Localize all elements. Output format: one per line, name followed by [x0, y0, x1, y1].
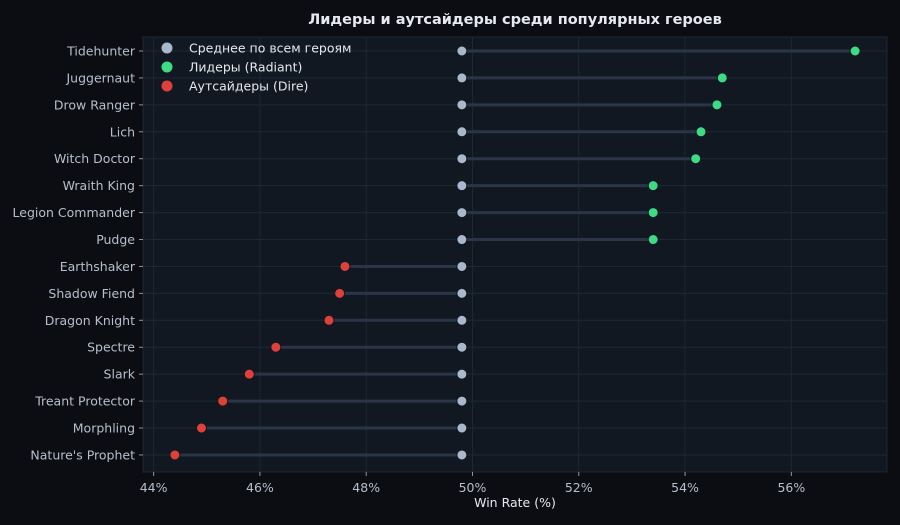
y-tick-label: Lich	[110, 124, 135, 139]
x-tick-label: 48%	[352, 480, 380, 495]
radiant-point	[690, 153, 702, 165]
x-tick-label: 52%	[565, 480, 593, 495]
x-tick-label: 56%	[777, 480, 805, 495]
y-tick-label: Slark	[104, 367, 136, 382]
dire-point	[270, 341, 282, 353]
average-point	[456, 341, 468, 353]
legend-marker-radiant	[161, 61, 173, 73]
radiant-point	[647, 180, 659, 192]
legend-label-average: Среднее по всем героям	[189, 41, 351, 56]
dire-point	[323, 314, 335, 326]
y-tick-label: Drow Ranger	[54, 97, 136, 112]
dire-point	[339, 260, 351, 272]
y-tick-label: Dragon Knight	[45, 313, 135, 328]
legend-marker-average	[161, 42, 173, 54]
y-tick-label: Shadow Fiend	[48, 286, 135, 301]
radiant-point	[647, 207, 659, 219]
x-axis-label: Win Rate (%)	[474, 495, 556, 510]
radiant-point	[716, 72, 728, 84]
y-tick-label: Witch Doctor	[54, 151, 136, 166]
y-tick-label: Wraith King	[63, 178, 135, 193]
y-tick-label: Legion Commander	[13, 205, 136, 220]
y-tick-label: Nature's Prophet	[30, 447, 135, 462]
average-point	[456, 368, 468, 380]
average-point	[456, 234, 468, 246]
plot-area	[142, 36, 888, 473]
radiant-point	[647, 234, 659, 246]
average-point	[456, 45, 468, 57]
x-tick-label: 54%	[671, 480, 699, 495]
dire-point	[243, 368, 255, 380]
chart-title: Лидеры и аутсайдеры среди популярных гер…	[308, 12, 722, 28]
legend-label-radiant: Лидеры (Radiant)	[189, 60, 302, 75]
radiant-point	[711, 99, 723, 111]
legend: Среднее по всем героям Лидеры (Radiant) …	[161, 41, 351, 94]
average-point	[456, 260, 468, 272]
dire-point	[169, 449, 181, 461]
average-point	[456, 207, 468, 219]
x-axis-tick-labels: 44% 46% 48% 50% 52% 54% 56%	[140, 472, 805, 495]
average-point	[456, 395, 468, 407]
y-tick-label: Juggernaut	[66, 70, 136, 85]
average-point	[456, 153, 468, 165]
legend-label-dire: Аутсайдеры (Dire)	[189, 79, 308, 94]
y-tick-label: Tidehunter	[66, 44, 136, 59]
average-point	[456, 126, 468, 138]
connector-lines	[173, 49, 857, 457]
x-tick-label: 46%	[246, 480, 274, 495]
y-tick-label: Morphling	[73, 421, 135, 436]
radiant-point	[849, 45, 861, 57]
dire-point	[217, 395, 229, 407]
average-point	[456, 180, 468, 192]
radiant-point	[695, 126, 707, 138]
average-point	[456, 287, 468, 299]
y-tick-label: Spectre	[87, 340, 135, 355]
average-point	[456, 422, 468, 434]
legend-marker-dire	[161, 80, 173, 92]
y-tick-label: Earthshaker	[60, 259, 136, 274]
average-point	[456, 314, 468, 326]
average-point	[456, 72, 468, 84]
y-axis-tick-labels: Tidehunter Juggernaut Drow Ranger Lich Witch…	[13, 44, 143, 462]
data-points	[169, 45, 861, 461]
average-point	[456, 99, 468, 111]
y-tick-label: Pudge	[96, 232, 135, 247]
x-tick-label: 50%	[459, 480, 487, 495]
x-tick-label: 44%	[140, 480, 168, 495]
average-point	[456, 449, 468, 461]
dire-point	[195, 422, 207, 434]
y-tick-label: Treant Protector	[34, 394, 136, 409]
dire-point	[334, 287, 346, 299]
